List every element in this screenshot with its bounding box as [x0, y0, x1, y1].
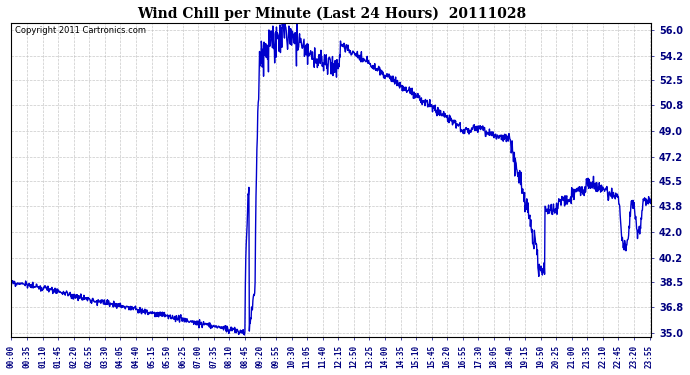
Text: Copyright 2011 Cartronics.com: Copyright 2011 Cartronics.com: [14, 26, 146, 34]
Title: Wind Chill per Minute (Last 24 Hours)  20111028: Wind Chill per Minute (Last 24 Hours) 20…: [137, 7, 526, 21]
